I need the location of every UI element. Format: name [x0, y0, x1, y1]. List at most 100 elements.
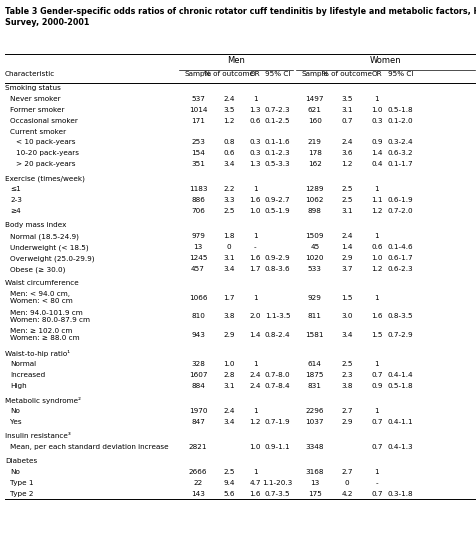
Text: 13: 13	[309, 480, 319, 486]
Text: 1607: 1607	[188, 372, 207, 378]
Text: Former smoker: Former smoker	[10, 107, 65, 113]
Text: 0.1-2.3: 0.1-2.3	[264, 150, 290, 157]
Text: 0.3-1.8: 0.3-1.8	[387, 491, 413, 497]
Text: 614: 614	[307, 361, 321, 367]
Text: Smoking status: Smoking status	[5, 85, 60, 91]
Text: 0.7-2.9: 0.7-2.9	[387, 332, 413, 338]
Text: Men: ≥ 102.0 cm
Women: ≥ 88.0 cm: Men: ≥ 102.0 cm Women: ≥ 88.0 cm	[10, 328, 80, 342]
Text: 3.4: 3.4	[223, 266, 234, 272]
Text: 1: 1	[374, 233, 378, 239]
Text: 0.1-4.6: 0.1-4.6	[387, 244, 413, 250]
Text: 943: 943	[190, 332, 205, 338]
Text: -: -	[253, 244, 256, 250]
Text: 3.8: 3.8	[223, 314, 234, 319]
Text: 1.6: 1.6	[249, 491, 260, 497]
Text: 0.4-1.1: 0.4-1.1	[387, 419, 413, 425]
Text: 0.7-8.4: 0.7-8.4	[264, 382, 290, 389]
Text: 0.7-3.5: 0.7-3.5	[264, 491, 290, 497]
Text: 2.3: 2.3	[341, 372, 352, 378]
Text: 1.3: 1.3	[249, 107, 260, 113]
Text: -: -	[375, 480, 377, 486]
Text: 929: 929	[307, 295, 321, 301]
Text: 0.6-3.2: 0.6-3.2	[387, 150, 413, 157]
Text: 22: 22	[193, 480, 202, 486]
Text: 1289: 1289	[305, 186, 323, 192]
Text: 0.4-1.4: 0.4-1.4	[387, 372, 413, 378]
Text: Men: 94.0-101.9 cm
Women: 80.0-87.9 cm: Men: 94.0-101.9 cm Women: 80.0-87.9 cm	[10, 310, 90, 323]
Text: 1581: 1581	[305, 332, 323, 338]
Text: Sample: Sample	[301, 71, 327, 77]
Text: 1875: 1875	[305, 372, 323, 378]
Text: 0.6: 0.6	[370, 244, 382, 250]
Text: 162: 162	[307, 161, 321, 167]
Text: 0.3: 0.3	[370, 117, 382, 124]
Text: 0.5-3.3: 0.5-3.3	[264, 161, 290, 167]
Text: 1.2: 1.2	[223, 117, 234, 124]
Text: 1.1-3.5: 1.1-3.5	[264, 314, 290, 319]
Text: 1.0: 1.0	[249, 444, 260, 450]
Text: 3.5: 3.5	[341, 96, 352, 102]
Text: 2.7: 2.7	[341, 408, 352, 414]
Text: 1: 1	[252, 469, 257, 475]
Text: 2.4: 2.4	[341, 233, 352, 239]
Text: 9.4: 9.4	[223, 480, 234, 486]
Text: 0.8: 0.8	[223, 139, 234, 145]
Text: 1: 1	[252, 96, 257, 102]
Text: 1.4: 1.4	[341, 244, 352, 250]
Text: Type 1: Type 1	[10, 480, 34, 486]
Text: 13: 13	[193, 244, 202, 250]
Text: 1066: 1066	[188, 295, 207, 301]
Text: 1.6: 1.6	[370, 314, 382, 319]
Text: 0.7: 0.7	[370, 372, 382, 378]
Text: 0.6-1.9: 0.6-1.9	[387, 197, 413, 203]
Text: 0.7-1.9: 0.7-1.9	[264, 419, 290, 425]
Text: Metabolic syndrome²: Metabolic syndrome²	[5, 397, 80, 404]
Text: 2.4: 2.4	[249, 382, 260, 389]
Text: 2.4: 2.4	[223, 96, 234, 102]
Text: 847: 847	[190, 419, 205, 425]
Text: ≥4: ≥4	[10, 208, 21, 214]
Text: 0.7-2.0: 0.7-2.0	[387, 208, 413, 214]
Text: 4.2: 4.2	[341, 491, 352, 497]
Text: Exercise (times/week): Exercise (times/week)	[5, 176, 84, 182]
Text: 533: 533	[307, 266, 321, 272]
Text: 810: 810	[190, 314, 205, 319]
Text: 886: 886	[190, 197, 205, 203]
Text: 2.4: 2.4	[341, 139, 352, 145]
Text: 2.4: 2.4	[223, 408, 234, 414]
Text: 706: 706	[190, 208, 205, 214]
Text: 253: 253	[190, 139, 205, 145]
Text: 1.4: 1.4	[249, 332, 260, 338]
Text: 1.4: 1.4	[370, 150, 382, 157]
Text: 537: 537	[190, 96, 205, 102]
Text: 0.1-1.7: 0.1-1.7	[387, 161, 413, 167]
Text: 3.8: 3.8	[341, 382, 352, 389]
Text: 1.7: 1.7	[223, 295, 234, 301]
Text: 3.3: 3.3	[223, 197, 234, 203]
Text: High: High	[10, 382, 27, 389]
Text: 0.8-3.5: 0.8-3.5	[387, 314, 413, 319]
Text: Obese (≥ 30.0): Obese (≥ 30.0)	[10, 266, 66, 273]
Text: 3.0: 3.0	[341, 314, 352, 319]
Text: 2-3: 2-3	[10, 197, 22, 203]
Text: 1.7: 1.7	[249, 266, 260, 272]
Text: 3.1: 3.1	[341, 208, 352, 214]
Text: 0.8-2.4: 0.8-2.4	[264, 332, 290, 338]
Text: 5.6: 5.6	[223, 491, 234, 497]
Text: 1.0: 1.0	[370, 107, 382, 113]
Text: 0.7: 0.7	[370, 419, 382, 425]
Text: 2821: 2821	[188, 444, 207, 450]
Text: % of outcome: % of outcome	[322, 71, 371, 77]
Text: Occasional smoker: Occasional smoker	[10, 117, 78, 124]
Text: 1497: 1497	[305, 96, 323, 102]
Text: Increased: Increased	[10, 372, 46, 378]
Text: 1: 1	[374, 469, 378, 475]
Text: 0: 0	[344, 480, 349, 486]
Text: 1509: 1509	[305, 233, 323, 239]
Text: 1: 1	[374, 186, 378, 192]
Text: 0: 0	[226, 244, 231, 250]
Text: 0.5-1.8: 0.5-1.8	[387, 382, 413, 389]
Text: 1.6: 1.6	[249, 197, 260, 203]
Text: Table 3 Gender-specific odds ratios of chronic rotator cuff tendinitis by lifest: Table 3 Gender-specific odds ratios of c…	[5, 7, 476, 27]
Text: 1014: 1014	[188, 107, 207, 113]
